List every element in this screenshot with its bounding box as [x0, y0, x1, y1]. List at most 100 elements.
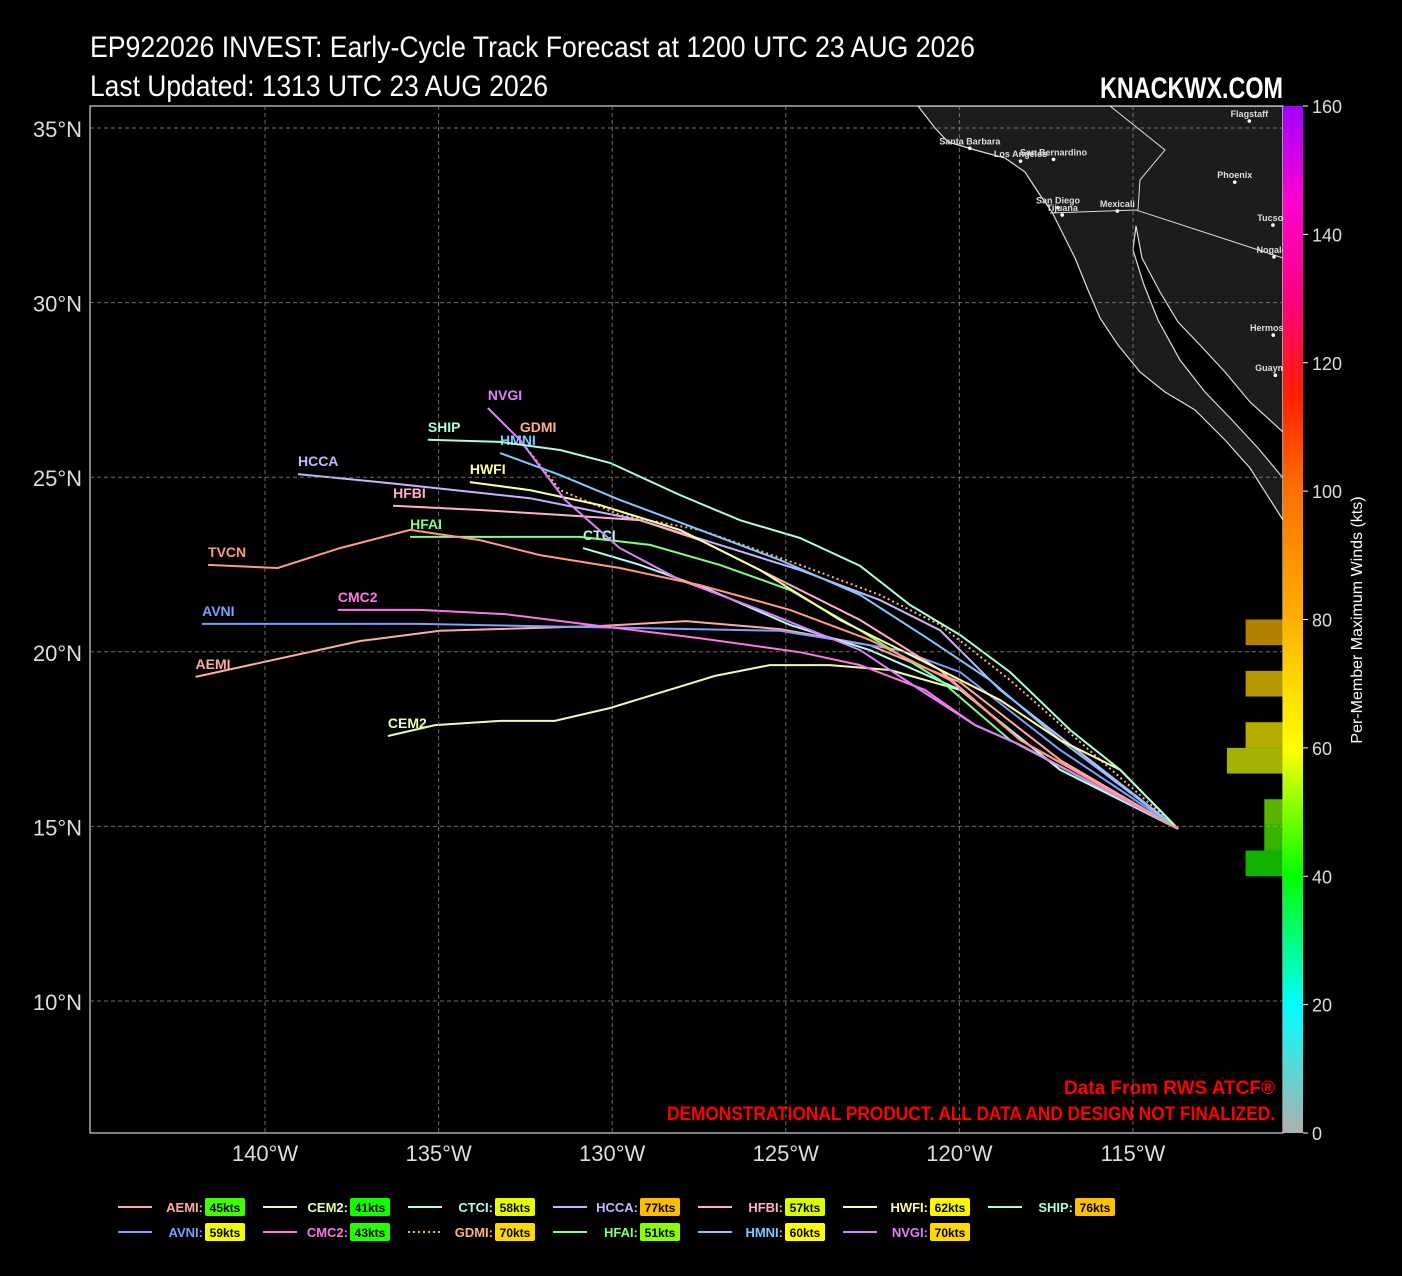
map	[917, 106, 1283, 522]
track-label: HWFI	[470, 461, 506, 477]
track-line	[208, 528, 1179, 830]
wind-badge-label: 51kts	[645, 1226, 676, 1240]
colorbar-tick-label: 120	[1312, 354, 1342, 374]
legend-label: AVNI:	[169, 1225, 203, 1240]
chart-title: EP922026 INVEST: Early-Cycle Track Forec…	[90, 31, 975, 64]
legend-separator: :	[199, 1225, 203, 1240]
wind-badge	[205, 1223, 245, 1241]
wind-badge	[930, 1198, 970, 1216]
colorbar-tick-label: 100	[1312, 482, 1342, 502]
track-label: NVGI	[488, 387, 522, 403]
legend-label: CTCI:	[458, 1200, 493, 1215]
track-line	[499, 452, 1179, 830]
histogram-bar	[1245, 722, 1283, 748]
legend-name: HFAI	[604, 1225, 634, 1240]
wind-badge	[640, 1198, 680, 1216]
city-dot	[1115, 209, 1120, 213]
legend-label: HWFI:	[890, 1200, 928, 1215]
state-line	[1109, 106, 1166, 211]
legend-name: GDMI	[455, 1225, 489, 1240]
city-label: Los Angeles	[994, 149, 1047, 159]
legend-name: CMC2	[307, 1225, 344, 1240]
legend-separator: :	[199, 1200, 203, 1215]
histogram-bar	[1245, 619, 1283, 646]
tracks: AEMIAVNICEM2CMC2CTCIGDMIHCCAHFAIHFBIHMNI…	[195, 387, 1179, 830]
city-label: Mexicali	[1100, 199, 1135, 209]
chart-subtitle: Last Updated: 1313 UTC 23 AUG 2026	[90, 70, 548, 103]
city-dot	[1051, 157, 1056, 162]
legend-name: CEM2	[308, 1200, 344, 1215]
x-tick-label: 135°W	[405, 1141, 472, 1166]
brand: KNACKWX.COM	[1100, 72, 1283, 105]
wind-badge	[350, 1198, 390, 1216]
city-dot	[1060, 213, 1064, 217]
track-label: HFBI	[393, 485, 426, 501]
track-label: CEM2	[388, 715, 427, 731]
y-tick-label: 20°N	[33, 641, 82, 666]
city-label: Phoenix	[1217, 170, 1252, 180]
city-dot	[1232, 180, 1237, 184]
histogram-bar	[1264, 824, 1283, 851]
border	[1049, 209, 1283, 259]
legend-separator: :	[634, 1225, 638, 1240]
city-label: Santa Barbara	[939, 136, 1001, 146]
legend-label: GDMI:	[455, 1225, 493, 1240]
colorbar-tick-label: 140	[1312, 225, 1342, 245]
track-line	[469, 481, 1179, 830]
city-label: Guaymas	[1255, 363, 1296, 373]
y-tick-label: 15°N	[33, 815, 82, 840]
legend-separator: :	[924, 1225, 928, 1240]
legend-separator: :	[1069, 1200, 1073, 1215]
legend-name: HCCA	[596, 1200, 634, 1215]
source-note: Data From RWS ATCF®	[1064, 1078, 1275, 1099]
city-label: Nogales	[1256, 245, 1291, 255]
legend-label: NVGI:	[892, 1225, 928, 1240]
legend-separator: :	[779, 1200, 783, 1215]
city-label: Tijuana	[1047, 203, 1079, 213]
y-tick-label: 25°N	[33, 466, 82, 491]
track-line	[487, 407, 1179, 830]
wind-badge	[785, 1198, 825, 1216]
track-label: AVNI	[202, 603, 234, 619]
city-dot	[1271, 223, 1275, 227]
legend-separator: :	[634, 1200, 638, 1215]
wind-badge	[640, 1223, 680, 1241]
colorbar-tick-label: 80	[1312, 611, 1332, 631]
wind-badge	[205, 1198, 245, 1216]
land	[917, 106, 1283, 522]
wind-badge-label: 76kts	[1080, 1201, 1111, 1215]
track-label: GDMI	[520, 419, 557, 435]
legend-label: HFAI:	[604, 1225, 638, 1240]
legend-separator: :	[344, 1225, 348, 1240]
colorbar-tick-label: 60	[1312, 739, 1332, 759]
city-dot	[1018, 159, 1023, 163]
city-dot	[1273, 373, 1278, 378]
legend-name: HMNI	[745, 1225, 778, 1240]
track-line	[519, 439, 1179, 830]
legend-label: CMC2:	[307, 1225, 348, 1240]
colorbar-tick-label: 20	[1312, 996, 1332, 1016]
wind-badge-label: 70kts	[500, 1226, 531, 1240]
track-label: HFAI	[410, 516, 442, 532]
city-dot	[1247, 119, 1252, 123]
legend-label: AEMI:	[166, 1200, 203, 1215]
colorbar-tick-label: 160	[1312, 97, 1342, 117]
wind-badge-label: 62kts	[935, 1201, 966, 1215]
legend-separator: :	[489, 1200, 493, 1215]
track-line	[195, 620, 1179, 830]
wind-badge	[495, 1223, 535, 1241]
track-line	[297, 473, 1179, 830]
track-line	[427, 438, 1179, 830]
wind-badge	[350, 1223, 390, 1241]
wind-badge	[495, 1198, 535, 1216]
histogram-bar	[1264, 799, 1283, 825]
colorbar-tick-label: 40	[1312, 867, 1332, 887]
legend-name: HFBI	[748, 1200, 778, 1215]
wind-badge-label: 59kts	[210, 1226, 241, 1240]
y-tick-label: 35°N	[33, 117, 82, 142]
colorbar-tick-label: 0	[1312, 1124, 1322, 1144]
legend-name: AEMI	[166, 1200, 199, 1215]
wind-badge-label: 45kts	[210, 1201, 241, 1215]
city-label: Tucson	[1257, 213, 1288, 223]
track-label: HCCA	[298, 453, 338, 469]
